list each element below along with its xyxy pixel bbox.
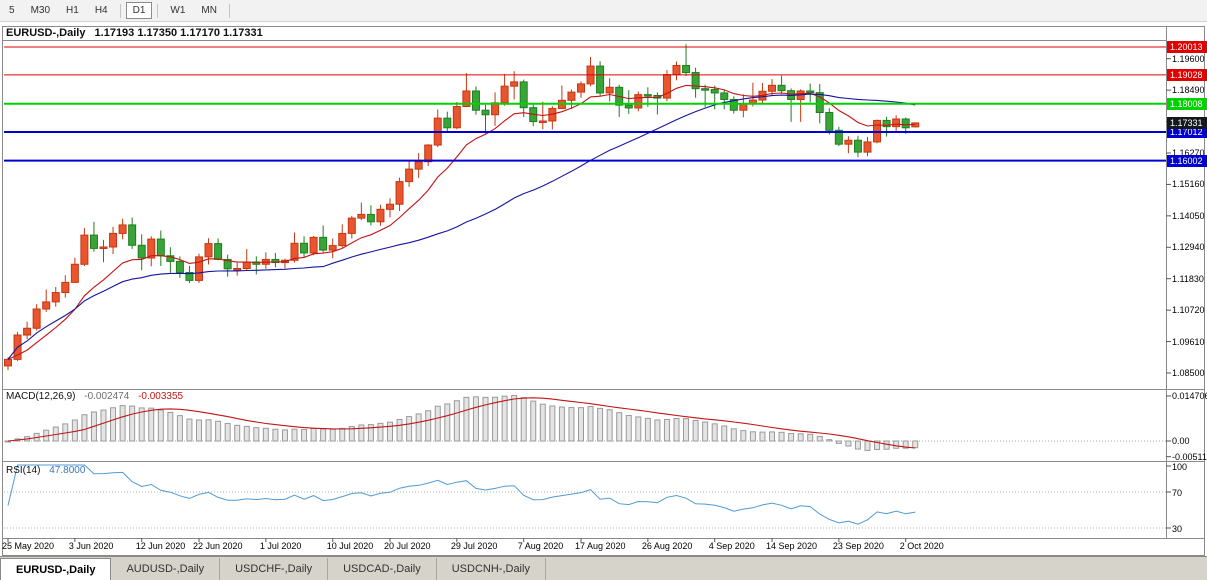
chart-title: EURUSD-,Daily 1.17193 1.17350 1.17170 1.…: [6, 27, 263, 39]
timeframe-button-h4[interactable]: H4: [94, 5, 108, 16]
chart-symbol-label: EURUSD-,Daily: [6, 27, 86, 39]
rsi-indicator-label: RSI(14) 47.8000: [6, 465, 85, 476]
macd-indicator-label: MACD(12,26,9) -0.002474 -0.003355: [6, 391, 183, 402]
timeframe-toolbar: 5 M30 H1 H4 D1 W1 MN: [0, 0, 1207, 22]
symbol-tab-bar: EURUSD-,Daily AUDUSD-,Daily USDCHF-,Daily U…: [0, 556, 1207, 580]
timeframe-button-mn[interactable]: MN: [201, 5, 217, 16]
timeframe-button-m30[interactable]: M30: [30, 5, 51, 16]
tab-eurusd-daily[interactable]: EURUSD-,Daily: [0, 558, 112, 580]
macd-signal-value: -0.003355: [138, 391, 184, 402]
chart-ohlc-values: 1.17193 1.17350 1.17170 1.17331: [94, 27, 263, 39]
tab-usdcad-daily[interactable]: USDCAD-,Daily: [328, 558, 437, 580]
tab-usdcnh-daily[interactable]: USDCNH-,Daily: [437, 558, 546, 580]
timeframe-button-d1[interactable]: D1: [125, 2, 153, 19]
toolbar-separator: [119, 3, 121, 18]
timeframe-button-w1[interactable]: W1: [170, 5, 186, 16]
timeframe-button-5[interactable]: 5: [9, 5, 15, 16]
timeframe-button-h1[interactable]: H1: [66, 5, 79, 16]
tab-usdchf-daily[interactable]: USDCHF-,Daily: [220, 558, 329, 580]
tab-audusd-daily[interactable]: AUDUSD-,Daily: [111, 558, 221, 580]
toolbar-separator: [157, 3, 159, 18]
macd-main-value: -0.002474: [84, 391, 130, 402]
toolbar-separator: [228, 3, 230, 18]
rsi-name: RSI(14): [6, 465, 41, 476]
macd-name: MACD(12,26,9): [6, 391, 76, 402]
rsi-value: 47.8000: [49, 465, 86, 476]
